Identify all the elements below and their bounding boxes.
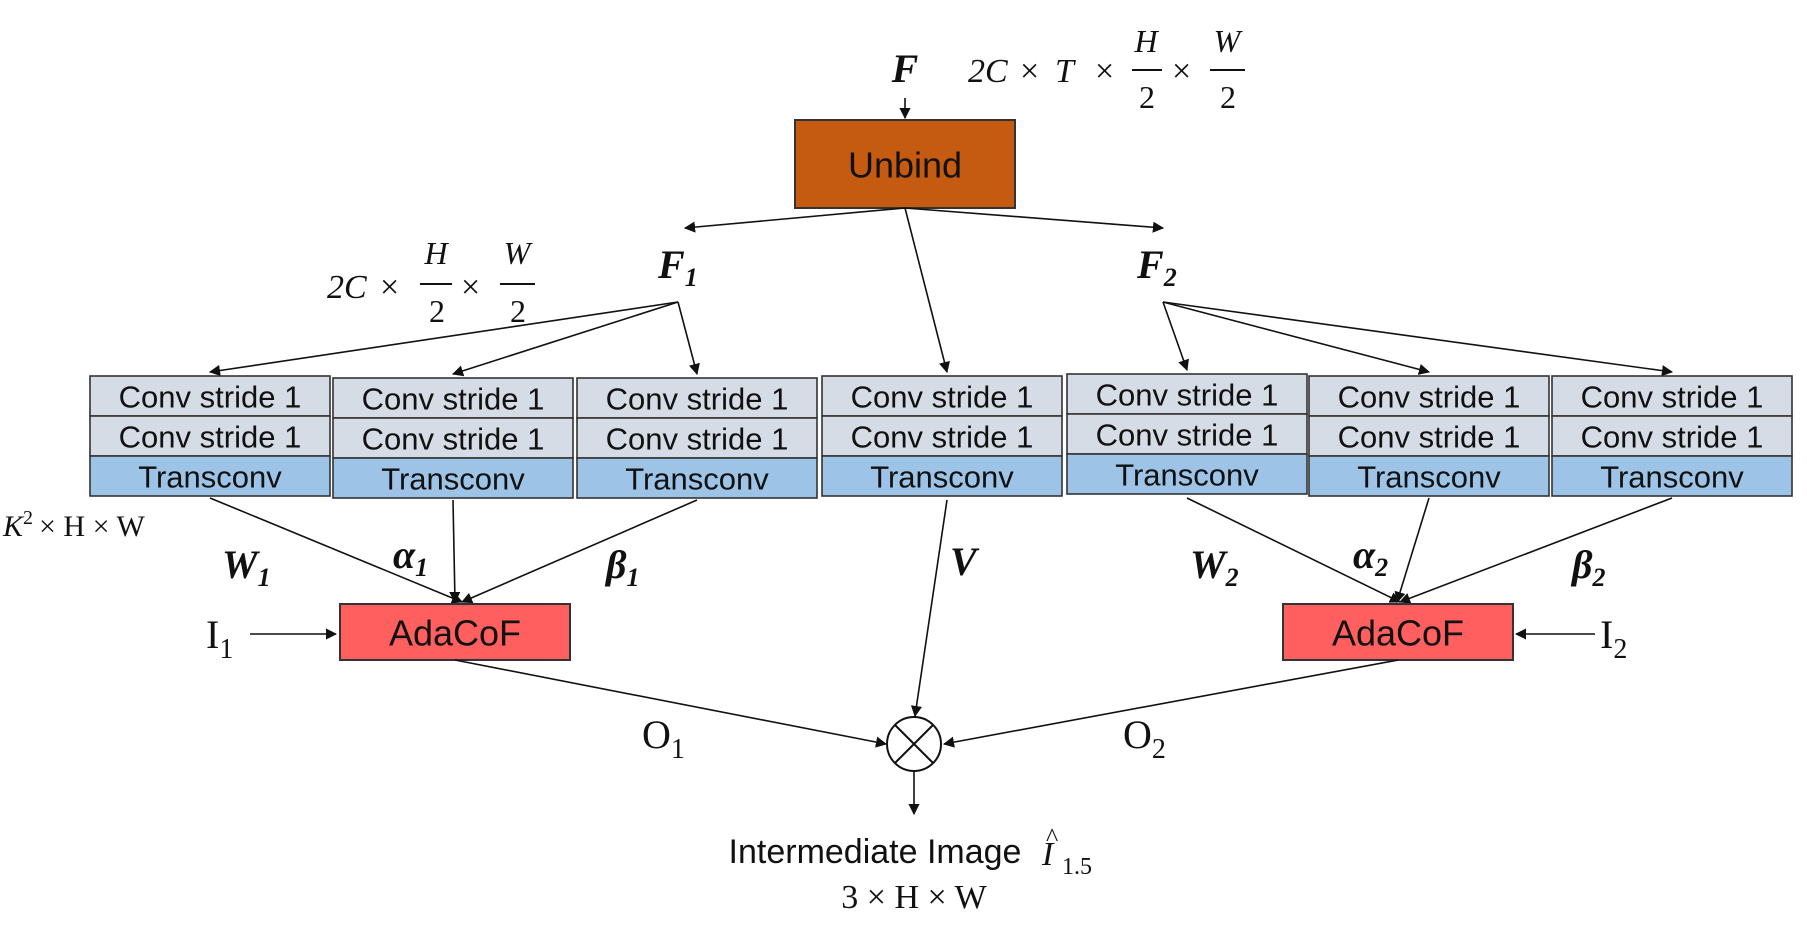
i2-label: I2 <box>1600 612 1627 665</box>
transconv-layer-box <box>1066 453 1308 495</box>
conv-layer-2-box <box>332 417 574 459</box>
transconv-layer-box <box>89 455 331 497</box>
transconv-layer-label: Transconv <box>381 462 525 497</box>
svg-text:2: 2 <box>510 293 526 329</box>
conv-layer-1-label: Conv stride 1 <box>606 382 789 417</box>
svg-text:W: W <box>1214 23 1244 59</box>
conv-layer-1-box <box>1551 375 1793 417</box>
conv-layer-1-label: Conv stride 1 <box>119 380 302 415</box>
adacof-block-1: AdaCoF <box>339 603 571 661</box>
f2-label: F2 <box>1136 242 1177 292</box>
alpha2-label: α2 <box>1353 532 1388 582</box>
svg-text:^: ^ <box>1046 823 1058 852</box>
input-shape-formula: 2C × T × H 2 × W 2 <box>968 23 1245 115</box>
transconv-layer-label: Transconv <box>1357 460 1501 495</box>
svg-text:1.5: 1.5 <box>1062 854 1092 880</box>
beta1-label: β1 <box>604 542 640 592</box>
transconv-layer-label: Transconv <box>870 460 1014 495</box>
transconv-layer-box <box>821 455 1063 497</box>
transconv-layer-label: Transconv <box>625 462 769 497</box>
conv-layer-1-box <box>89 375 331 417</box>
transconv-layer-box <box>1551 455 1793 497</box>
svg-text:2: 2 <box>1139 79 1155 115</box>
output-label: Intermediate Image I ^ 1.5 3 × H × W <box>729 823 1092 916</box>
i1-label: I1 <box>206 612 233 665</box>
alpha1-label: α1 <box>393 532 428 582</box>
transconv-layer-label: Transconv <box>1115 458 1259 493</box>
conv-layer-1-box <box>332 377 574 419</box>
svg-text:AdaCoF: AdaCoF <box>389 613 521 654</box>
o2-label: O2 <box>1123 712 1166 765</box>
svg-text:×: × <box>1020 53 1039 90</box>
conv-layer-1-box <box>1308 375 1550 417</box>
conv-stack-beta1: Conv stride 1 Conv stride 1 Transconv <box>576 377 818 499</box>
svg-text:2: 2 <box>1220 79 1236 115</box>
svg-text:I: I <box>1041 836 1055 873</box>
multiply-node-icon <box>886 716 942 772</box>
svg-text:H: H <box>1133 23 1159 59</box>
conv-layer-2-label: Conv stride 1 <box>1338 420 1521 455</box>
conv-stack-v: Conv stride 1 Conv stride 1 Transconv <box>821 375 1063 497</box>
adacof-block-2: AdaCoF <box>1282 603 1514 661</box>
conv-stack-w1: Conv stride 1 Conv stride 1 Transconv <box>89 375 331 497</box>
transconv-layer-box <box>1308 455 1550 497</box>
svg-text:2C: 2C <box>968 53 1008 90</box>
svg-text:T: T <box>1055 53 1076 90</box>
svg-text:3 × H × W: 3 × H × W <box>841 879 987 916</box>
conv-layer-2-box <box>821 415 1063 457</box>
svg-text:2: 2 <box>429 293 445 329</box>
kernel-shape-formula: K2 × H × W <box>2 507 145 543</box>
conv-stack-w2: Conv stride 1 Conv stride 1 Transconv <box>1066 373 1308 495</box>
conv-layer-1-box <box>1066 373 1308 415</box>
beta2-label: β2 <box>1570 542 1606 592</box>
conv-layer-1-label: Conv stride 1 <box>851 380 1034 415</box>
svg-text:Intermediate Image: Intermediate Image <box>729 833 1022 871</box>
conv-layer-2-box <box>1066 413 1308 455</box>
svg-text:×: × <box>1172 53 1191 90</box>
unbind-block: Unbind <box>794 119 1016 209</box>
svg-text:H: H <box>423 235 449 271</box>
conv-stack-alpha2: Conv stride 1 Conv stride 1 Transconv <box>1308 375 1550 497</box>
f1-label: F1 <box>657 242 698 292</box>
svg-text:AdaCoF: AdaCoF <box>1332 613 1464 654</box>
conv-layer-2-label: Conv stride 1 <box>606 422 789 457</box>
svg-text:×: × <box>380 269 399 306</box>
conv-layer-2-box <box>1551 415 1793 457</box>
w2-label: W2 <box>1190 542 1239 592</box>
transconv-layer-label: Transconv <box>1600 460 1744 495</box>
conv-layer-2-label: Conv stride 1 <box>119 420 302 455</box>
conv-layer-1-box <box>576 377 818 419</box>
w1-label: W1 <box>222 542 271 592</box>
conv-layer-2-box <box>89 415 331 457</box>
conv-layer-2-label: Conv stride 1 <box>362 422 545 457</box>
svg-text:W: W <box>504 235 534 271</box>
v-label: V <box>950 539 980 584</box>
transconv-layer-label: Transconv <box>138 460 282 495</box>
transconv-layer-box <box>576 457 818 499</box>
conv-layer-2-label: Conv stride 1 <box>1581 420 1764 455</box>
conv-layer-1-label: Conv stride 1 <box>1338 380 1521 415</box>
conv-layer-2-box <box>1308 415 1550 457</box>
svg-text:Unbind: Unbind <box>848 145 962 186</box>
conv-layer-1-box <box>821 375 1063 417</box>
conv-layer-2-label: Conv stride 1 <box>851 420 1034 455</box>
conv-layer-1-label: Conv stride 1 <box>362 382 545 417</box>
conv-layer-2-label: Conv stride 1 <box>1096 418 1279 453</box>
svg-text:2C: 2C <box>327 269 367 306</box>
transconv-layer-box <box>332 457 574 499</box>
conv-layer-1-label: Conv stride 1 <box>1581 380 1764 415</box>
conv-layer-1-label: Conv stride 1 <box>1096 378 1279 413</box>
conv-stack-alpha1: Conv stride 1 Conv stride 1 Transconv <box>332 377 574 499</box>
o1-label: O1 <box>642 712 685 765</box>
input-f-label: F <box>891 46 919 91</box>
svg-text:×: × <box>461 269 480 306</box>
svg-text:×: × <box>1095 53 1114 90</box>
conv-stack-beta2: Conv stride 1 Conv stride 1 Transconv <box>1551 375 1793 497</box>
f1-shape-formula: 2C × H 2 × W 2 <box>327 235 535 329</box>
